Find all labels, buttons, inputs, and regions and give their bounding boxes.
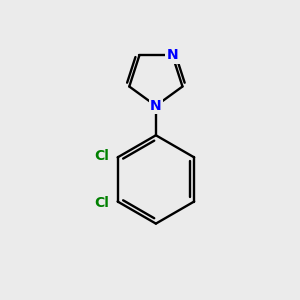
Text: N: N	[150, 99, 162, 113]
Text: N: N	[167, 48, 178, 62]
Text: Cl: Cl	[94, 196, 109, 210]
Text: Cl: Cl	[94, 149, 109, 163]
